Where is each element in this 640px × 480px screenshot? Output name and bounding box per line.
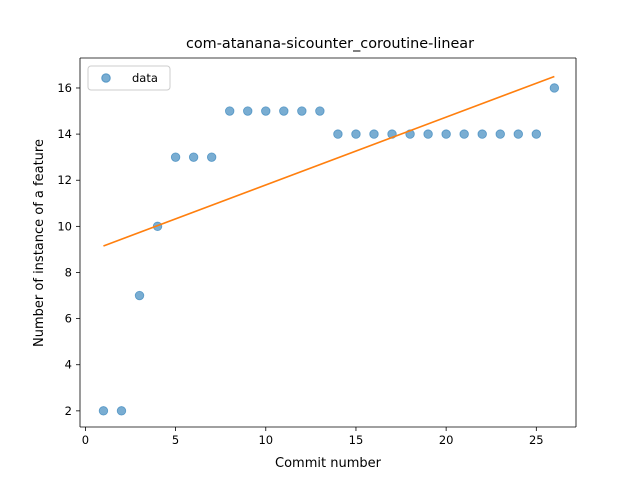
plot-area: 0 5 10 15 20 25 2 4 6 8 10 12 14 16 data <box>57 57 577 447</box>
data-point <box>188 152 199 162</box>
legend-box <box>87 65 171 91</box>
data-point <box>206 152 217 162</box>
data-point <box>170 152 181 162</box>
fit-line <box>103 75 555 247</box>
y-tick-label: 2 <box>65 404 72 418</box>
legend-label: data <box>132 71 158 85</box>
data-point <box>423 129 433 139</box>
data-point <box>441 129 451 139</box>
y-tick-label: 16 <box>57 81 72 95</box>
data-point <box>531 129 542 139</box>
legend-marker <box>101 73 111 83</box>
data-point <box>333 129 343 139</box>
data-point <box>297 106 307 116</box>
data-point <box>134 290 145 301</box>
x-tick-label: 15 <box>349 433 364 447</box>
data-point <box>224 106 235 116</box>
x-axis-label: Commit number <box>275 456 382 471</box>
y-tick-label: 12 <box>57 173 72 187</box>
data-point <box>243 106 253 116</box>
y-tick-label: 10 <box>57 219 72 233</box>
x-tick-label: 10 <box>258 433 273 447</box>
y-tick-label: 4 <box>65 358 72 372</box>
y-axis-label: Number of instance of a feature <box>32 139 47 347</box>
data-point <box>98 406 109 416</box>
x-tick-label: 5 <box>172 433 179 447</box>
data-point <box>315 106 325 116</box>
data-point <box>261 106 271 116</box>
data-point <box>513 129 523 139</box>
chart-title: com-atanana-sicounter_coroutine-linear <box>186 36 474 52</box>
x-tick-label: 20 <box>439 433 454 447</box>
y-tick-label: 14 <box>57 127 72 141</box>
x-tick-label: 25 <box>529 433 544 447</box>
data-point <box>477 129 487 139</box>
data-point <box>116 406 127 416</box>
data-point <box>459 129 469 139</box>
y-tick-label: 6 <box>65 312 72 326</box>
y-tick-label: 8 <box>65 265 72 279</box>
data-point <box>369 129 379 139</box>
data-point <box>351 129 361 139</box>
x-tick-label: 0 <box>82 433 89 447</box>
data-point <box>279 106 289 116</box>
data-point <box>549 83 560 93</box>
data-point <box>495 129 505 139</box>
